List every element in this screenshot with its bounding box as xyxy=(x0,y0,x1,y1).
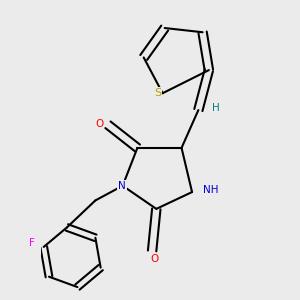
Text: S: S xyxy=(154,88,161,98)
Text: O: O xyxy=(95,118,104,128)
Text: H: H xyxy=(212,103,220,113)
Text: N: N xyxy=(118,181,126,191)
Text: F: F xyxy=(29,238,35,248)
Text: NH: NH xyxy=(202,185,218,195)
Text: O: O xyxy=(150,254,158,263)
